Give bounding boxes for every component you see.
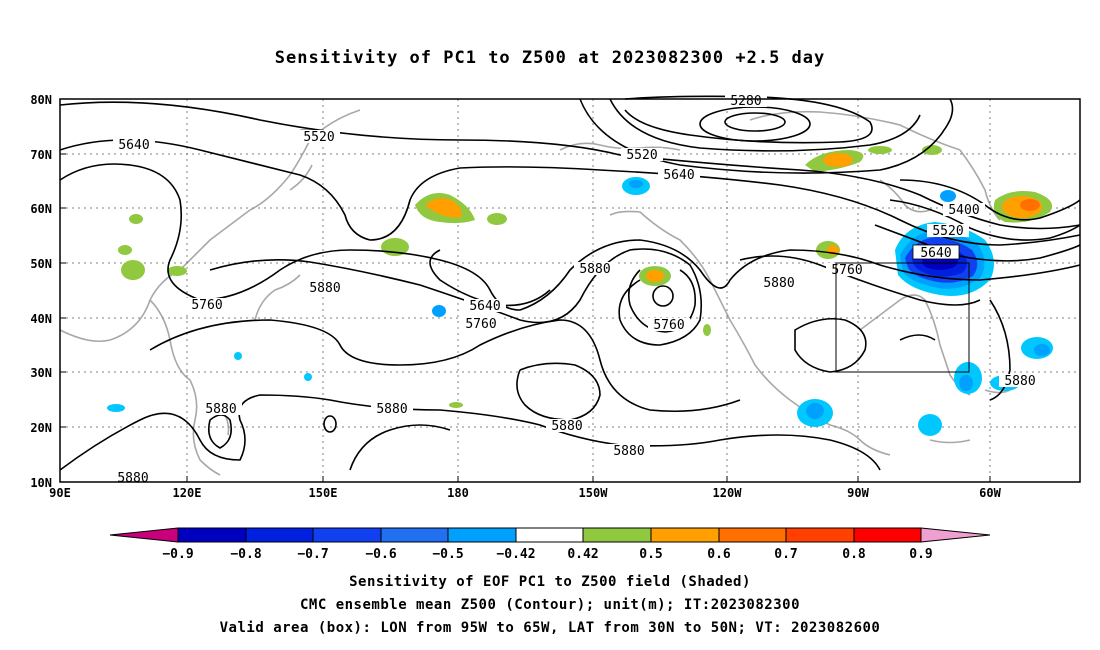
lat-label: 80N	[30, 93, 52, 107]
colorbar-tick-label: 0.5	[639, 547, 662, 562]
colorbar-tick-label: 0.7	[774, 547, 797, 562]
colorbar-tick-label: −0.6	[365, 547, 396, 562]
contour-label: 5880	[205, 402, 236, 417]
contour-label: 5640	[118, 138, 149, 153]
lat-labels: 80N 70N 60N 50N 40N 30N 20N 10N	[30, 93, 52, 490]
colorbar-tick-label: −0.9	[162, 547, 193, 562]
contour-label: 5640	[469, 299, 500, 314]
colorbar-tick-label: −0.5	[432, 547, 463, 562]
colorbar-tick-label: −0.42	[496, 547, 535, 562]
lon-label: 120W	[713, 486, 743, 500]
caption-line-3: Valid area (box): LON from 95W to 65W, L…	[219, 620, 881, 636]
contour-label: 5640	[663, 168, 694, 183]
contour-label: 5880	[117, 471, 148, 486]
lon-label: 150E	[309, 486, 338, 500]
lon-label: 180	[447, 486, 469, 500]
colorbar-swatch	[854, 528, 921, 542]
lat-label: 10N	[30, 476, 52, 490]
contour-label: 5400	[948, 203, 979, 218]
lat-label: 30N	[30, 366, 52, 380]
contour-label: 5280	[730, 94, 761, 109]
contour-label: 5760	[653, 318, 684, 333]
colorbar-tick-label: −0.7	[297, 547, 328, 562]
lon-label: 120E	[173, 486, 202, 500]
lat-label: 50N	[30, 257, 52, 271]
contour-label: 5880	[309, 281, 340, 296]
contour-label: 5880	[613, 444, 644, 459]
lat-label: 70N	[30, 148, 52, 162]
lat-label: 40N	[30, 312, 52, 326]
colorbar-swatch	[516, 528, 583, 542]
contour-label: 5640	[920, 246, 951, 261]
contour-label: 5760	[831, 263, 862, 278]
contour-label: 5760	[465, 317, 496, 332]
contour-label: 5520	[932, 224, 963, 239]
colorbar-swatch	[448, 528, 516, 542]
colorbar-tick-label: 0.6	[707, 547, 731, 562]
colorbar-tick-label: −0.8	[230, 547, 261, 562]
colorbar-tick-label: 0.9	[909, 547, 932, 562]
contour-label: 5880	[551, 419, 582, 434]
colorbar-pos-end	[921, 528, 990, 542]
graticule	[60, 99, 1080, 482]
colorbar-swatch	[583, 528, 651, 542]
valid-area-box	[835, 262, 970, 373]
map-area	[60, 99, 1080, 482]
lon-label: 150W	[579, 486, 609, 500]
colorbar-swatch	[719, 528, 786, 542]
colorbar: −0.9 −0.8 −0.7 −0.6 −0.5 −0.42 0.42 0.5 …	[109, 527, 991, 562]
lon-label: 90W	[847, 486, 869, 500]
colorbar-tick-label: 0.8	[842, 547, 866, 562]
colorbar-swatch	[246, 528, 313, 542]
lon-label: 90E	[49, 486, 71, 500]
caption-line-2: CMC ensemble mean Z500 (Contour); unit(m…	[299, 597, 800, 613]
lat-label: 20N	[30, 421, 52, 435]
tick-marks	[60, 153, 991, 482]
contour-label: 5880	[579, 262, 610, 277]
colorbar-neg-end	[110, 528, 178, 542]
contour-label: 5760	[191, 298, 222, 313]
contour-label: 5880	[1004, 374, 1035, 389]
caption-line-1: Sensitivity of EOF PC1 to Z500 field (Sh…	[349, 574, 751, 590]
colorbar-swatch	[178, 528, 246, 542]
colorbar-tick-label: 0.42	[567, 547, 598, 562]
contour-label: 5520	[303, 130, 334, 145]
lon-labels: 90E 120E 150E 180 150W 120W 90W 60W	[49, 486, 1001, 500]
colorbar-swatch	[313, 528, 381, 542]
contour-label: 5880	[763, 276, 794, 291]
contour-label: 5520	[626, 148, 657, 163]
colorbar-swatch	[651, 528, 719, 542]
lon-label: 60W	[979, 486, 1001, 500]
contour-label-group: 5280 5520 5640 5520 5640 5400 5520 5640 …	[112, 94, 1041, 486]
contour-label: 5880	[376, 402, 407, 417]
colorbar-swatch	[786, 528, 854, 542]
colorbar-swatch	[381, 528, 448, 542]
map-title: Sensitivity of PC1 to Z500 at 2023082300…	[274, 48, 826, 68]
map-border	[59, 98, 1081, 483]
lat-label: 60N	[30, 202, 52, 216]
